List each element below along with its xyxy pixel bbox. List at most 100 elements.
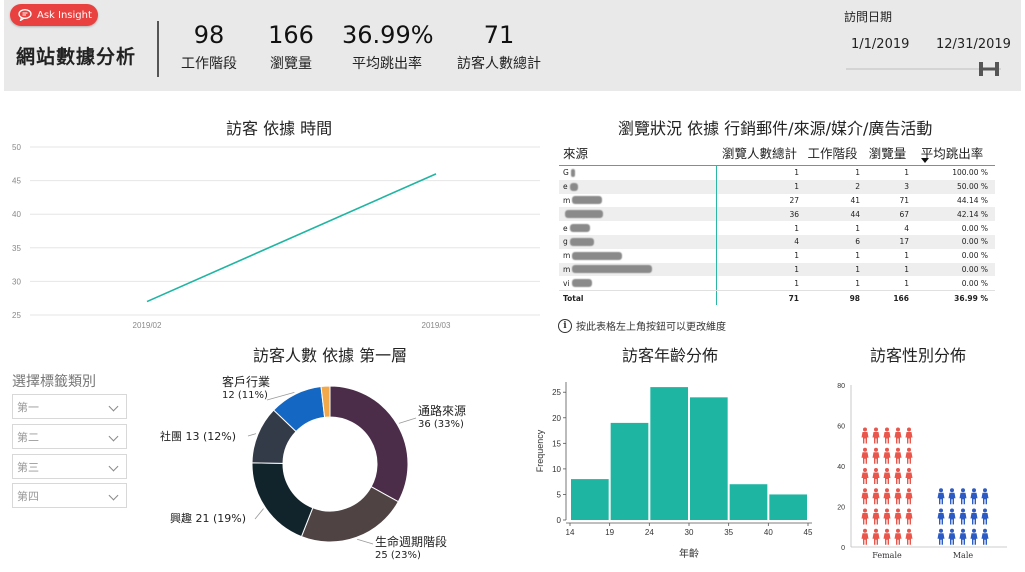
traffic-table: 來源 瀏覽人數總計 工作階段 瀏覽量 平均跳出率 G 1 1 1 100.00 % e 1 2… <box>559 140 995 306</box>
table-row[interactable]: g 4 6 17 0.00 % <box>559 234 995 249</box>
person-head <box>961 488 965 493</box>
slicer-dropdown-3[interactable]: 第三 <box>12 454 127 479</box>
person-head <box>863 528 867 533</box>
slice-lifecycle-stage <box>300 486 399 543</box>
chat-bubble-icon <box>18 9 32 21</box>
column-header-source[interactable]: 來源 <box>563 146 589 161</box>
person-body <box>905 432 913 444</box>
redacted-text <box>571 279 592 288</box>
source-prefix: G <box>563 168 569 178</box>
table-cell: 1 <box>904 168 909 178</box>
person-icon <box>883 528 891 545</box>
table-row[interactable]: m 27 41 71 44.14 % <box>559 193 995 208</box>
slicer-dropdown-2[interactable]: 第二 <box>12 424 127 449</box>
ask-insight-button[interactable]: Ask Insight <box>10 4 98 26</box>
y-tick-label: 50 <box>12 143 21 152</box>
person-head <box>939 488 943 493</box>
table-row[interactable]: e 1 1 4 0.00 % <box>559 221 995 235</box>
person-icon <box>894 468 902 484</box>
y-tick-label: 35 <box>12 244 21 253</box>
ask-insight-label: Ask Insight <box>37 9 92 21</box>
source-cell: m <box>559 248 717 263</box>
person-body <box>905 533 913 545</box>
table-cell: 0.00 % <box>961 278 988 288</box>
person-icon <box>861 488 869 505</box>
person-body <box>948 492 956 505</box>
source-prefix: e <box>563 182 568 192</box>
kpi-label: 工作階段 <box>181 56 237 72</box>
sort-descending-icon[interactable] <box>921 158 929 163</box>
source-cell: m <box>559 262 717 277</box>
slice-label: 通路來源 <box>418 403 466 418</box>
person-head <box>896 468 900 472</box>
person-icon <box>894 447 902 464</box>
person-icon <box>959 488 967 505</box>
person-body <box>861 432 869 444</box>
person-head <box>983 528 987 533</box>
date-end-field[interactable]: 12/31/2019 <box>936 37 1011 52</box>
person-head <box>907 528 911 533</box>
y-tick-label: 20 <box>552 414 561 423</box>
table-body: G 1 1 1 100.00 % e 1 2 3 50.00 % m 27 41 71 44.14 % 36 4… <box>559 166 995 291</box>
person-body <box>872 492 880 505</box>
date-start-field[interactable]: 1/1/2019 <box>851 37 910 52</box>
chevron-down-icon <box>108 461 119 472</box>
y-tick-label: 10 <box>552 465 561 474</box>
person-head <box>907 447 911 452</box>
person-head <box>896 427 900 432</box>
person-head <box>939 528 943 533</box>
person-icon <box>948 488 956 505</box>
kpi-bounce-rate: 36.99% 平均跳出率 <box>342 20 434 73</box>
person-body <box>948 533 956 545</box>
slicer-placeholder: 第三 <box>17 460 39 474</box>
person-icon <box>905 508 913 525</box>
leader-line <box>247 433 257 437</box>
table-row[interactable]: 36 44 67 42.14 % <box>559 207 995 222</box>
slicer-dropdown-1[interactable]: 第一 <box>12 394 127 419</box>
female-bar <box>861 427 913 545</box>
person-head <box>950 528 954 533</box>
table-row[interactable]: e 1 2 3 50.00 % <box>559 179 995 194</box>
person-head <box>961 528 965 533</box>
table-row[interactable]: m 1 1 1 0.00 % <box>559 248 995 263</box>
person-body <box>905 513 913 525</box>
person-icon <box>948 508 956 525</box>
person-body <box>959 492 967 505</box>
column-header-pageviews[interactable]: 瀏覽量 <box>868 146 907 161</box>
table-row[interactable]: m 1 1 1 0.00 % <box>559 262 995 277</box>
source-prefix: vi <box>563 278 570 288</box>
x-tick-label: 45 <box>804 528 813 537</box>
visits-line-chart: 25 30 35 40 45 50 2019/02 2019/03 <box>12 143 540 330</box>
age-bar <box>769 494 807 520</box>
person-body <box>948 513 956 525</box>
info-icon[interactable]: i <box>558 318 572 333</box>
person-body <box>894 513 902 525</box>
person-icon <box>970 488 978 505</box>
person-icon <box>905 468 913 484</box>
person-head <box>863 488 867 493</box>
date-slider-handle[interactable] <box>979 62 999 76</box>
person-head <box>885 508 889 513</box>
person-head <box>874 468 878 472</box>
person-icon <box>970 508 978 525</box>
person-icon <box>894 508 902 525</box>
table-cell: 0.00 % <box>961 223 988 233</box>
table-cell: 1 <box>855 278 860 288</box>
table-row[interactable]: G 1 1 1 100.00 % <box>559 166 995 180</box>
person-icon <box>905 528 913 545</box>
x-tick-label: 24 <box>645 528 654 537</box>
column-header-bounce-rate[interactable]: 平均跳出率 <box>920 146 984 161</box>
header-bar: Ask Insight 網站數據分析 98 工作階段 166 瀏覽量 36.99… <box>4 0 1021 91</box>
person-body <box>861 472 869 484</box>
date-slider-track[interactable] <box>846 68 1001 70</box>
person-icon <box>861 427 869 444</box>
y-axis-label: Frequency <box>535 429 545 472</box>
table-cell: 1 <box>794 278 799 288</box>
column-header-sessions[interactable]: 工作階段 <box>807 146 858 161</box>
table-row[interactable]: vi 1 1 1 0.00 % <box>559 276 995 291</box>
slicer-dropdown-4[interactable]: 第四 <box>12 483 127 508</box>
table-cell: 2 <box>855 182 860 192</box>
column-header-total-visitors[interactable]: 瀏覽人數總計 <box>721 146 797 161</box>
